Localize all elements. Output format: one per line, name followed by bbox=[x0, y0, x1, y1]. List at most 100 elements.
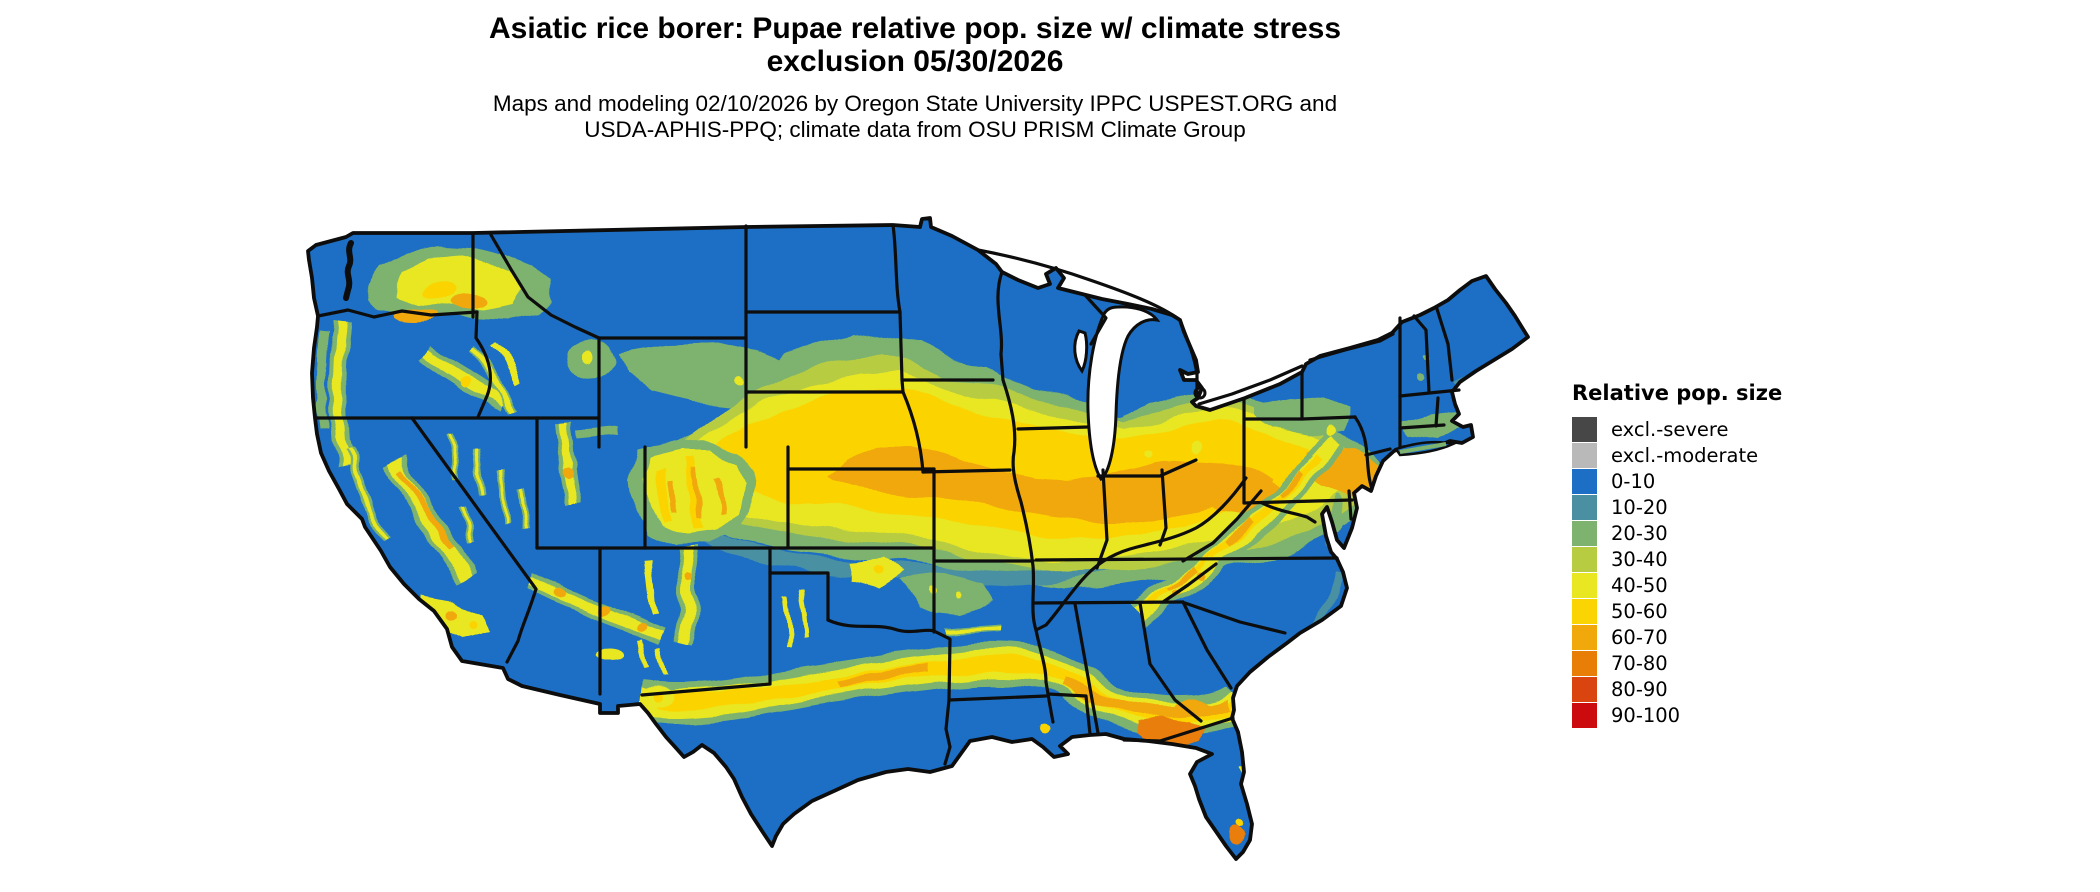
state-borders bbox=[314, 223, 1461, 766]
legend-swatch bbox=[1572, 442, 1597, 468]
border-wi-up bbox=[1083, 293, 1108, 346]
legend-item: 10-20 bbox=[1572, 494, 1852, 520]
gulf-60-70-tx bbox=[837, 664, 931, 688]
legend-item: 90-100 bbox=[1572, 702, 1852, 728]
nm-40-50 bbox=[677, 547, 694, 646]
wasatch-40-50 bbox=[558, 421, 578, 505]
border-ky-va-wv bbox=[1181, 489, 1263, 563]
border-ma-ct-ri bbox=[1398, 396, 1446, 430]
border-lake-superior bbox=[976, 248, 1182, 322]
border-nm-tx bbox=[640, 571, 772, 697]
legend-rows: excl.-severe excl.-moderate 0-10 10-20 20-30… bbox=[1572, 416, 1852, 728]
legend: Relative pop. size excl.-severe excl.-mod… bbox=[1572, 381, 1852, 728]
seaz-40-50 bbox=[598, 645, 626, 659]
legend-swatch bbox=[1572, 676, 1597, 702]
map-subtitle-line2: USDA-APHIS-PPQ; climate data from OSU PR… bbox=[584, 117, 1246, 142]
or-cascades-40-50 bbox=[333, 321, 351, 467]
sga-60-70 bbox=[1174, 699, 1218, 717]
ozark-20-30 bbox=[898, 574, 992, 612]
us-outline bbox=[306, 216, 1530, 861]
border-ny-nj bbox=[1364, 447, 1392, 457]
border-in-oh bbox=[1158, 468, 1168, 547]
nm-south-40-50 bbox=[637, 639, 667, 677]
legend-item: 20-30 bbox=[1572, 520, 1852, 546]
legend-swatch bbox=[1572, 416, 1597, 442]
ok-gyp-50-60 bbox=[873, 565, 883, 575]
border-ar-la bbox=[947, 694, 1048, 702]
border-ms-al bbox=[1073, 602, 1100, 735]
wa-40-50 bbox=[396, 254, 522, 310]
ouachita-40-50 bbox=[945, 623, 1001, 633]
border-nc-sc bbox=[1183, 601, 1287, 635]
legend-swatch bbox=[1572, 650, 1597, 676]
sierra-60-70 bbox=[397, 470, 455, 550]
rockies-50-60 bbox=[657, 457, 703, 529]
wasatch-60-70 bbox=[563, 467, 573, 477]
border-tn-nc bbox=[1161, 562, 1218, 604]
legend-item-label: 20-30 bbox=[1611, 521, 1668, 545]
sd-20-30 bbox=[622, 342, 798, 404]
legend-item-label: 70-80 bbox=[1611, 651, 1668, 675]
idaho-40-50 bbox=[469, 340, 523, 412]
sangre-40-50 bbox=[644, 559, 658, 615]
map-title-line1: Asiatic rice borer: Pupae relative pop. … bbox=[488, 12, 1342, 45]
puget-sound bbox=[343, 240, 354, 301]
legend-item-label: 0-10 bbox=[1611, 469, 1656, 493]
border-ok-panhandle bbox=[768, 546, 830, 622]
legend-item: 30-40 bbox=[1572, 546, 1852, 572]
border-ca-nv-az bbox=[410, 416, 538, 664]
band-60-70 bbox=[828, 446, 1272, 522]
border-al-ga bbox=[1138, 601, 1203, 723]
socal-50-60 bbox=[468, 624, 476, 632]
legend-item-label: 90-100 bbox=[1611, 703, 1681, 727]
legend-swatch bbox=[1572, 520, 1597, 546]
border-vt-nh bbox=[1412, 314, 1431, 394]
keys-10-20 bbox=[1197, 869, 1247, 881]
legend-swatch bbox=[1572, 572, 1597, 598]
border-ohio-river bbox=[1034, 476, 1248, 632]
map-title: Asiatic rice borer: Pupae relative pop. … bbox=[0, 12, 1830, 78]
border-mi-south bbox=[1096, 458, 1198, 478]
border-tx-ar-la bbox=[932, 629, 952, 766]
legend-swatch bbox=[1572, 468, 1597, 494]
appalachia-60-70-streaks bbox=[1168, 469, 1305, 593]
mi-40-50 bbox=[1146, 443, 1201, 456]
legend-item: 80-90 bbox=[1572, 676, 1852, 702]
legend-item-label: 30-40 bbox=[1611, 547, 1668, 571]
border-mt-id bbox=[489, 233, 601, 340]
bluemtn-50-60 bbox=[461, 377, 471, 387]
legend-swatch bbox=[1572, 702, 1597, 728]
border-potomac bbox=[1260, 501, 1317, 524]
border-ga-sc bbox=[1181, 600, 1233, 690]
border-ia-mo bbox=[921, 468, 1012, 474]
catskill-40-50 bbox=[1325, 425, 1335, 435]
figure-header: Asiatic rice borer: Pupae relative pop. … bbox=[0, 12, 1830, 143]
border-tn-south bbox=[1032, 600, 1185, 605]
border-mo-river bbox=[901, 390, 925, 474]
okeechobee-70-80 bbox=[1230, 823, 1246, 845]
border-ma-north bbox=[1398, 388, 1461, 398]
legend-item-label: excl.-moderate bbox=[1611, 443, 1759, 467]
legend-item: 40-50 bbox=[1572, 572, 1852, 598]
legend-item: excl.-moderate bbox=[1572, 442, 1852, 468]
border-wa-or bbox=[316, 308, 479, 319]
or-coastrange-20-30 bbox=[316, 329, 329, 429]
border-pa-nj bbox=[1353, 415, 1374, 491]
border-or-id bbox=[474, 310, 492, 419]
legend-item: 70-80 bbox=[1572, 650, 1852, 676]
legend-item: 0-10 bbox=[1572, 468, 1852, 494]
wa-60-70 bbox=[448, 295, 488, 309]
legend-title: Relative pop. size bbox=[1572, 381, 1783, 405]
socal-60-70 bbox=[446, 611, 458, 623]
legend-item-label: excl.-severe bbox=[1611, 417, 1729, 441]
legend-item: 50-60 bbox=[1572, 598, 1852, 624]
mogollon-40-50 bbox=[529, 575, 664, 641]
border-red-river bbox=[826, 618, 936, 634]
nm-60-70 bbox=[686, 572, 694, 580]
legend-swatch bbox=[1572, 624, 1597, 650]
legend-item: 60-70 bbox=[1572, 624, 1852, 650]
border-nd-mn bbox=[891, 223, 902, 314]
border-la-ms bbox=[1046, 692, 1092, 736]
map-title-line2: exclusion 05/30/2026 bbox=[766, 45, 1064, 78]
